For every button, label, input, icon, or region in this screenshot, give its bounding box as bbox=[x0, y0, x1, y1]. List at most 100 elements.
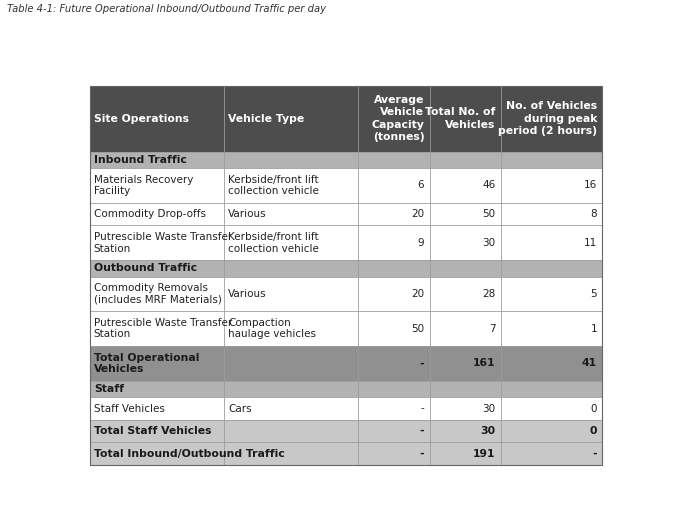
Bar bbox=[429, 168, 501, 203]
Bar bbox=[429, 346, 501, 380]
Bar bbox=[90, 346, 224, 380]
Bar bbox=[358, 397, 429, 420]
Bar bbox=[90, 168, 224, 203]
Bar bbox=[90, 380, 224, 397]
Bar bbox=[224, 168, 358, 203]
Text: Putrescible Waste Transfer
Station: Putrescible Waste Transfer Station bbox=[94, 318, 232, 339]
Text: Average
Vehicle
Capacity
(tonnes): Average Vehicle Capacity (tonnes) bbox=[371, 95, 425, 142]
Bar bbox=[501, 85, 602, 152]
Bar bbox=[224, 152, 358, 168]
Text: 0: 0 bbox=[591, 404, 597, 414]
Bar bbox=[358, 226, 429, 260]
Bar bbox=[501, 397, 602, 420]
Bar bbox=[224, 420, 358, 442]
Bar bbox=[90, 420, 224, 442]
Text: -: - bbox=[420, 448, 425, 458]
Text: 20: 20 bbox=[411, 289, 425, 299]
Text: 161: 161 bbox=[473, 358, 495, 368]
Text: Inbound Traffic: Inbound Traffic bbox=[94, 155, 187, 165]
Text: 30: 30 bbox=[481, 426, 495, 436]
Text: Total Staff Vehicles: Total Staff Vehicles bbox=[94, 426, 211, 436]
Bar bbox=[429, 380, 501, 397]
Text: 9: 9 bbox=[418, 238, 425, 248]
Bar bbox=[90, 311, 224, 346]
Text: 16: 16 bbox=[584, 180, 597, 190]
Bar bbox=[224, 380, 358, 397]
Bar bbox=[501, 203, 602, 226]
Text: 7: 7 bbox=[489, 324, 495, 334]
Bar bbox=[429, 226, 501, 260]
Text: Total Inbound/Outbound Traffic: Total Inbound/Outbound Traffic bbox=[94, 448, 285, 458]
Bar bbox=[224, 277, 358, 311]
Bar bbox=[501, 226, 602, 260]
Text: Various: Various bbox=[228, 289, 267, 299]
Bar bbox=[501, 346, 602, 380]
Bar bbox=[429, 152, 501, 168]
Text: Compaction
haulage vehicles: Compaction haulage vehicles bbox=[228, 318, 316, 339]
Bar bbox=[358, 277, 429, 311]
Text: Total Operational
Vehicles: Total Operational Vehicles bbox=[94, 353, 199, 374]
Text: 28: 28 bbox=[483, 289, 495, 299]
Bar bbox=[224, 226, 358, 260]
Text: Commodity Drop-offs: Commodity Drop-offs bbox=[94, 209, 206, 219]
Bar bbox=[358, 380, 429, 397]
Bar bbox=[358, 203, 429, 226]
Bar bbox=[224, 260, 358, 277]
Bar bbox=[358, 442, 429, 465]
Text: -: - bbox=[593, 448, 597, 458]
Bar bbox=[224, 203, 358, 226]
Text: 20: 20 bbox=[411, 209, 425, 219]
Text: 5: 5 bbox=[591, 289, 597, 299]
Bar bbox=[429, 203, 501, 226]
Bar bbox=[429, 277, 501, 311]
Bar bbox=[224, 442, 358, 465]
Bar bbox=[224, 397, 358, 420]
Text: 0: 0 bbox=[589, 426, 597, 436]
Text: 6: 6 bbox=[418, 180, 425, 190]
Text: Putrescible Waste Transfer
Station: Putrescible Waste Transfer Station bbox=[94, 232, 232, 253]
Bar bbox=[429, 311, 501, 346]
Text: -: - bbox=[420, 358, 425, 368]
Text: 191: 191 bbox=[473, 448, 495, 458]
Text: 50: 50 bbox=[483, 209, 495, 219]
Text: 30: 30 bbox=[483, 238, 495, 248]
Bar bbox=[358, 260, 429, 277]
Bar bbox=[501, 420, 602, 442]
Text: Commodity Removals
(includes MRF Materials): Commodity Removals (includes MRF Materia… bbox=[94, 283, 221, 305]
Bar bbox=[501, 442, 602, 465]
Bar bbox=[501, 277, 602, 311]
Bar bbox=[358, 420, 429, 442]
Text: 30: 30 bbox=[483, 404, 495, 414]
Bar bbox=[224, 85, 358, 152]
Text: Outbound Traffic: Outbound Traffic bbox=[94, 264, 197, 274]
Text: 11: 11 bbox=[584, 238, 597, 248]
Text: Various: Various bbox=[228, 209, 267, 219]
Bar bbox=[90, 226, 224, 260]
Bar bbox=[358, 85, 429, 152]
Text: Total No. of
Vehicles: Total No. of Vehicles bbox=[425, 108, 495, 130]
Bar bbox=[429, 85, 501, 152]
Text: Site Operations: Site Operations bbox=[94, 113, 189, 123]
Text: Staff Vehicles: Staff Vehicles bbox=[94, 404, 165, 414]
Bar bbox=[501, 380, 602, 397]
Bar bbox=[501, 168, 602, 203]
Bar bbox=[90, 85, 224, 152]
Bar bbox=[501, 311, 602, 346]
Bar bbox=[429, 397, 501, 420]
Bar bbox=[501, 260, 602, 277]
Text: Staff: Staff bbox=[94, 384, 124, 394]
Text: 1: 1 bbox=[591, 324, 597, 334]
Bar bbox=[358, 152, 429, 168]
Bar bbox=[429, 442, 501, 465]
Text: Kerbside/front lift
collection vehicle: Kerbside/front lift collection vehicle bbox=[228, 232, 319, 253]
Bar bbox=[501, 152, 602, 168]
Text: -: - bbox=[421, 404, 425, 414]
Bar bbox=[90, 277, 224, 311]
Bar bbox=[90, 203, 224, 226]
Bar bbox=[429, 420, 501, 442]
Text: Table 4-1: Future Operational Inbound/Outbound Traffic per day: Table 4-1: Future Operational Inbound/Ou… bbox=[7, 4, 326, 14]
Bar bbox=[358, 168, 429, 203]
Text: 8: 8 bbox=[591, 209, 597, 219]
Text: -: - bbox=[420, 426, 425, 436]
Bar bbox=[90, 152, 224, 168]
